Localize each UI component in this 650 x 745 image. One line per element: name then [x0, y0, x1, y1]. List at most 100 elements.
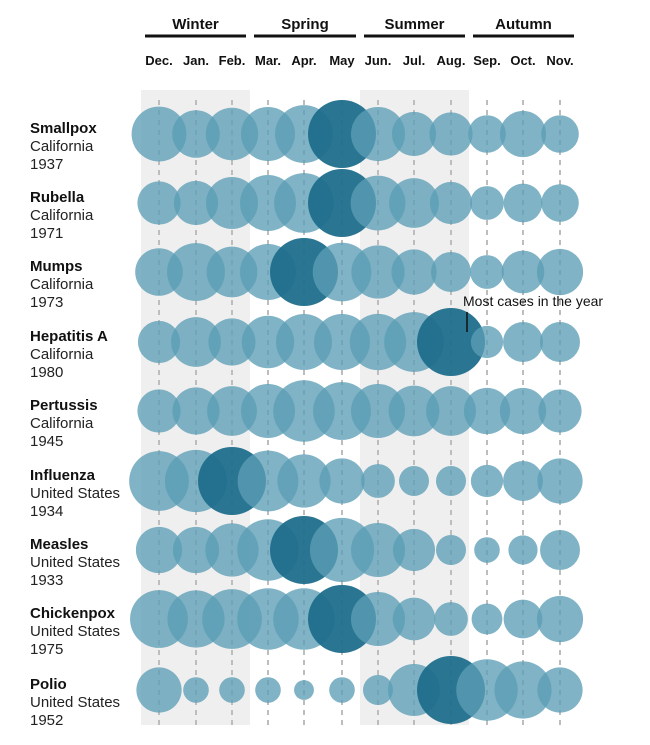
bubble	[171, 317, 221, 367]
disease-name: Polio	[30, 676, 67, 693]
bubble	[294, 680, 314, 700]
bubble	[470, 464, 504, 498]
bubble	[499, 387, 547, 435]
bubble	[537, 667, 583, 713]
season-label-spring: Spring	[281, 16, 329, 33]
bubble	[136, 667, 182, 713]
disease-place: United States	[30, 554, 120, 571]
bubble	[388, 385, 440, 437]
bubble	[540, 322, 580, 362]
bubbles	[129, 100, 584, 724]
bubble	[172, 387, 220, 435]
bubble	[135, 526, 183, 574]
bubble	[173, 180, 219, 226]
bubble	[392, 528, 436, 572]
disease-year: 1980	[30, 364, 63, 381]
disease-year: 1975	[30, 641, 63, 658]
bubble	[277, 454, 331, 508]
bubble	[392, 597, 436, 641]
bubble	[536, 248, 584, 296]
bubble	[350, 383, 406, 439]
bubble	[219, 677, 245, 703]
bubble	[391, 111, 437, 157]
bubble	[536, 595, 584, 643]
disease-name: Pertussis	[30, 397, 98, 414]
bubble	[167, 243, 225, 301]
disease-name: Influenza	[30, 467, 96, 484]
annotation: Most cases in the year	[463, 293, 603, 332]
bubble	[471, 603, 503, 635]
season-label-autumn: Autumn	[495, 16, 552, 33]
bubble	[474, 537, 500, 563]
disease-name: Smallpox	[30, 120, 97, 137]
disease-place: United States	[30, 623, 120, 640]
disease-year: 1933	[30, 572, 63, 589]
bubble	[470, 186, 504, 220]
bubble	[503, 461, 543, 501]
bubble	[131, 106, 187, 162]
month-label: Aug.	[437, 53, 466, 68]
bubble	[361, 464, 395, 498]
bubble	[470, 325, 504, 359]
disease-year: 1937	[30, 156, 63, 173]
bubble	[503, 322, 543, 362]
disease-place: California	[30, 138, 94, 155]
month-label: Feb.	[219, 53, 246, 68]
disease-year: 1952	[30, 712, 63, 729]
bubble	[362, 674, 394, 706]
bubble	[541, 184, 579, 222]
bubble	[350, 175, 406, 231]
bubble	[503, 599, 543, 639]
month-label: May	[329, 53, 355, 68]
bubble	[435, 534, 467, 566]
bubble	[429, 181, 473, 225]
bubble	[398, 465, 430, 497]
bubble	[463, 387, 511, 435]
bubble	[137, 320, 181, 364]
bubble	[431, 252, 471, 292]
bubble	[208, 318, 256, 366]
disease-place: United States	[30, 485, 120, 502]
bubble	[183, 677, 209, 703]
disease-place: California	[30, 276, 94, 293]
month-label: Jun.	[365, 53, 392, 68]
season-header: Winter Spring Summer Autumn Dec. Jan. Feb. Mar.…	[145, 16, 574, 68]
bubble	[137, 181, 181, 225]
month-label: Apr.	[291, 53, 316, 68]
bubble	[426, 386, 476, 436]
bubble-peak	[417, 308, 485, 376]
bubble	[435, 465, 467, 497]
bubble	[389, 178, 439, 228]
bubble	[350, 591, 406, 647]
disease-place: California	[30, 415, 94, 432]
month-label: Jul.	[403, 53, 425, 68]
month-label: Dec.	[145, 53, 172, 68]
bubble	[537, 458, 583, 504]
month-label: Nov.	[546, 53, 573, 68]
month-label: Sep.	[473, 53, 500, 68]
disease-name: Mumps	[30, 258, 83, 275]
bubble	[319, 458, 365, 504]
bubble	[538, 389, 582, 433]
season-label-summer: Summer	[384, 16, 444, 33]
bubble	[503, 183, 543, 223]
disease-place: California	[30, 346, 94, 363]
bubble	[501, 250, 545, 294]
bubble	[329, 677, 355, 703]
bubble	[172, 110, 220, 158]
bubble	[468, 115, 506, 153]
disease-labels: SmallpoxCalifornia1937RubellaCalifornia1…	[30, 120, 120, 729]
disease-year: 1945	[30, 433, 63, 450]
bubble	[350, 522, 406, 578]
month-label: Mar.	[255, 53, 281, 68]
bubble	[470, 255, 504, 289]
bubble	[351, 245, 405, 299]
bubble	[494, 661, 552, 719]
bubble	[434, 602, 468, 636]
bubble	[255, 677, 281, 703]
disease-name: Hepatitis A	[30, 328, 108, 345]
bubble	[540, 530, 580, 570]
bubble	[350, 106, 406, 162]
bubble	[541, 115, 579, 153]
